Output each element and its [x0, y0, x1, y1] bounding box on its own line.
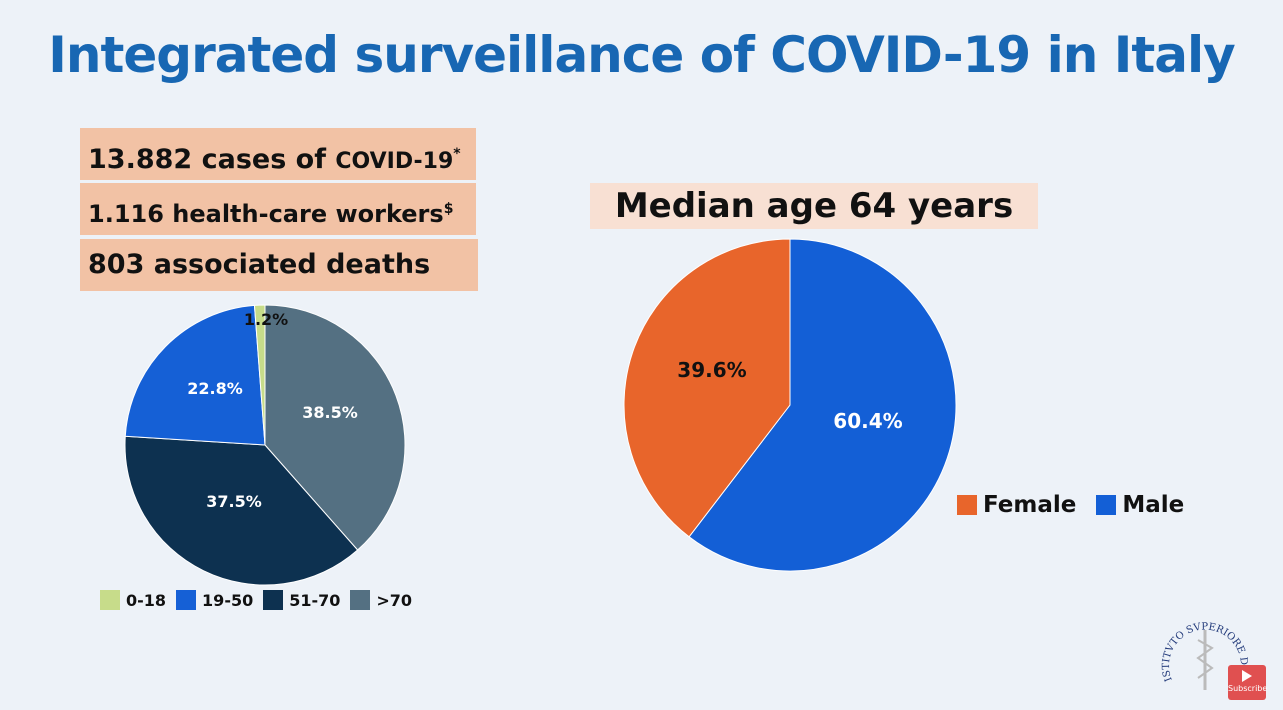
pie-label-1950: 22.8% — [187, 379, 243, 398]
pie-label-70: 38.5% — [302, 403, 358, 422]
pie-label-018: 1.2% — [244, 310, 288, 329]
legend-swatch — [1096, 495, 1117, 515]
pie-slice-Female — [623, 238, 791, 538]
legend-swatch — [176, 590, 197, 610]
legend-swatch — [957, 495, 977, 515]
median-age-label: Median age 64 years — [590, 183, 1038, 229]
page-title: Integrated surveillance of COVID-19 in I… — [48, 26, 1235, 84]
legend-label: Female — [983, 492, 1077, 518]
stat-deaths: 803 associated deaths — [80, 239, 478, 291]
age-legend: 0-18 19-50 51-70 >70 — [100, 590, 412, 610]
stat-workers-mark: $ — [443, 201, 454, 217]
stat-deaths-text: 803 associated deaths — [88, 249, 431, 280]
play-icon — [1242, 670, 1252, 682]
youtube-subscribe-button[interactable]: Subscribe — [1228, 665, 1268, 700]
pie-label-Male: 60.4% — [833, 409, 902, 433]
legend-label: Male — [1122, 492, 1185, 518]
pie-slice-70 — [264, 304, 406, 551]
stat-cases-text: 13.882 cases of — [88, 144, 336, 175]
pie-slice-Male — [688, 238, 957, 572]
stat-cases: 13.882 cases of COVID-19* — [80, 128, 476, 180]
stat-workers-text: 1.116 health-care workers — [88, 200, 444, 228]
sex-legend: Female Male — [957, 492, 1184, 518]
legend-label: >70 — [376, 590, 413, 610]
legend-label: 51-70 — [289, 590, 341, 610]
stat-cases-covid: COVID-19 — [335, 149, 454, 174]
legend-label: 0-18 — [126, 590, 167, 610]
legend-swatch — [263, 590, 284, 610]
legend-swatch — [350, 590, 371, 610]
stat-cases-mark: * — [453, 146, 461, 162]
subscribe-label: Subscribe — [1228, 684, 1268, 693]
pie-label-Female: 39.6% — [677, 358, 746, 382]
pie-label-5170: 37.5% — [206, 492, 262, 511]
pie-slice-018 — [253, 304, 266, 446]
legend-label: 19-50 — [202, 590, 254, 610]
stat-workers: 1.116 health-care workers$ — [80, 183, 476, 235]
legend-swatch — [100, 590, 120, 610]
pie-slice-1950 — [124, 304, 266, 446]
pie-slice-5170 — [124, 435, 359, 586]
